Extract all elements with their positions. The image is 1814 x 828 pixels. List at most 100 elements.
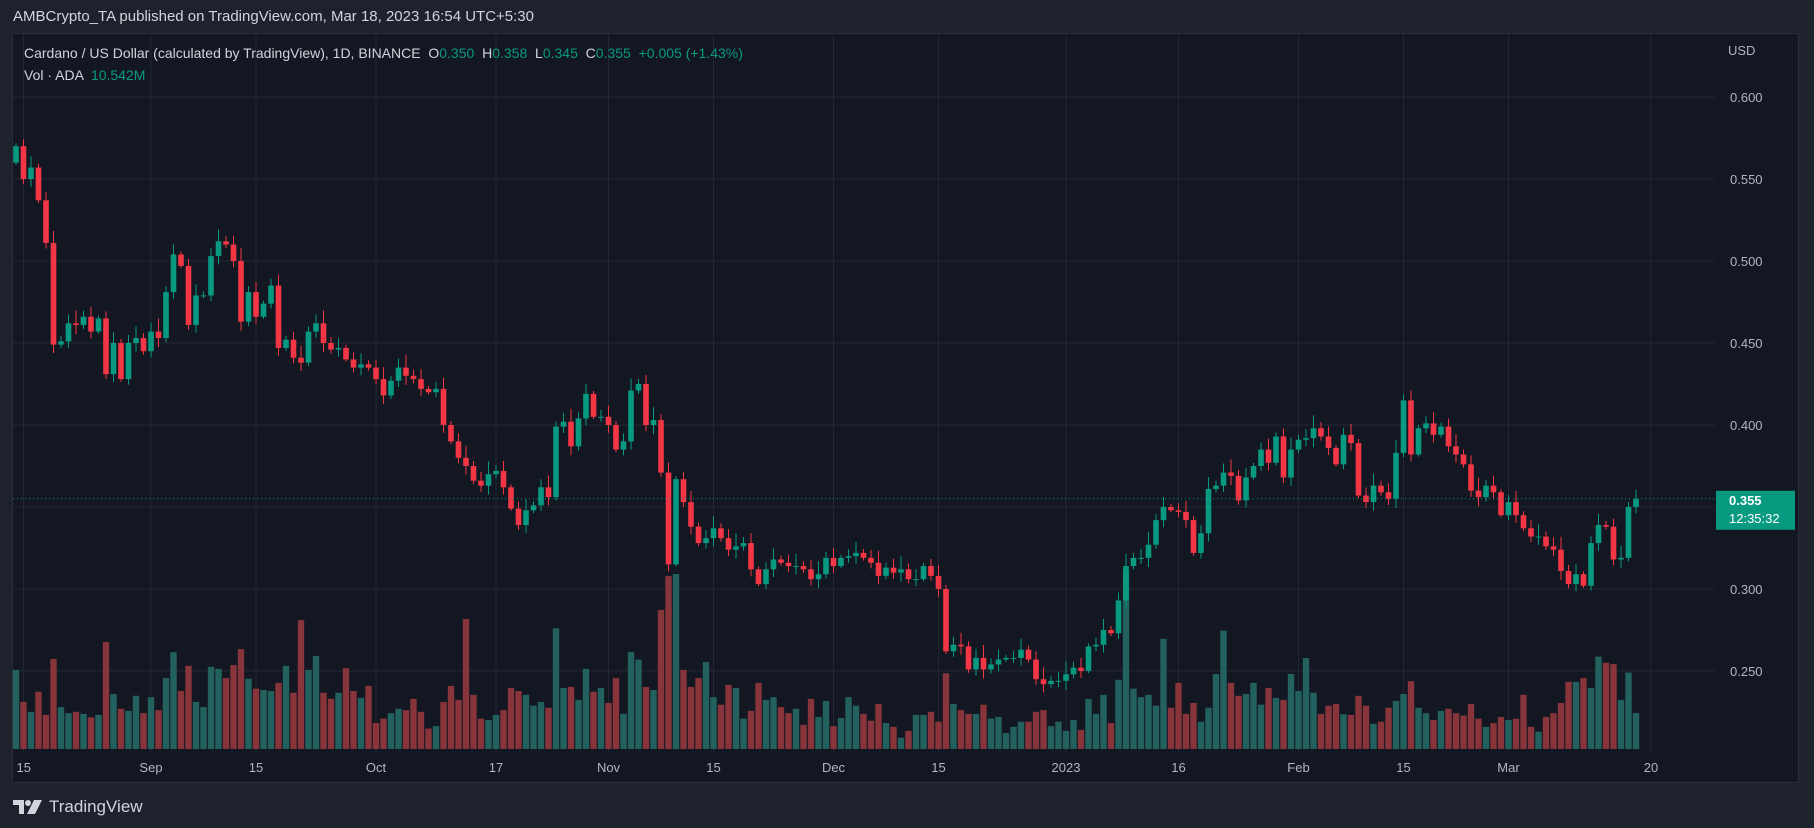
candle-body[interactable] — [43, 200, 49, 243]
candle-body[interactable] — [1498, 492, 1504, 516]
candle-body[interactable] — [1513, 502, 1519, 516]
candle-body[interactable] — [695, 526, 702, 544]
candle-body[interactable] — [1303, 438, 1309, 440]
candle-body[interactable] — [13, 146, 19, 163]
candle-body[interactable] — [605, 416, 612, 425]
candle-body[interactable] — [973, 657, 979, 670]
candle-body[interactable] — [35, 167, 42, 201]
candle-body[interactable] — [238, 261, 244, 322]
candle-body[interactable] — [50, 242, 57, 345]
candle-body[interactable] — [373, 367, 379, 380]
candle-body[interactable] — [1468, 464, 1474, 491]
candle-body[interactable] — [1175, 510, 1182, 512]
candle-body[interactable] — [560, 421, 567, 427]
candle-body[interactable] — [1633, 498, 1639, 507]
chart-panel[interactable] — [12, 33, 1799, 783]
candle-body[interactable] — [830, 557, 837, 567]
candle-body[interactable] — [1325, 436, 1332, 448]
candle-body[interactable] — [110, 343, 117, 375]
candle-body[interactable] — [163, 292, 169, 339]
candle-body[interactable] — [1273, 436, 1279, 463]
candle-body[interactable] — [1310, 428, 1317, 439]
candle-body[interactable] — [1040, 679, 1047, 685]
candle-body[interactable] — [1168, 507, 1174, 511]
candle-body[interactable] — [448, 425, 454, 442]
candle-body[interactable] — [1333, 447, 1339, 465]
candle-body[interactable] — [838, 557, 844, 567]
candle-body[interactable] — [433, 388, 439, 393]
candle-body[interactable] — [1093, 644, 1099, 647]
candle-body[interactable] — [725, 538, 732, 550]
candle-body[interactable] — [80, 316, 87, 325]
candle-body[interactable] — [703, 538, 709, 544]
candle-body[interactable] — [1445, 426, 1452, 447]
candle-body[interactable] — [1558, 549, 1564, 571]
candle-body[interactable] — [988, 664, 994, 670]
candle-body[interactable] — [1003, 657, 1009, 660]
candle-body[interactable] — [208, 256, 214, 296]
tradingview-logo[interactable]: TradingView — [13, 797, 143, 817]
candle-body[interactable] — [808, 569, 814, 580]
candle-body[interactable] — [680, 479, 687, 503]
candle-body[interactable] — [380, 379, 387, 396]
candle-body[interactable] — [1610, 526, 1617, 560]
candle-body[interactable] — [613, 425, 619, 450]
candle-body[interactable] — [823, 557, 829, 575]
candle-body[interactable] — [860, 552, 867, 558]
candle-body[interactable] — [1123, 566, 1129, 601]
candle-body[interactable] — [688, 502, 694, 527]
candle-body[interactable] — [298, 357, 304, 363]
candle-body[interactable] — [193, 295, 199, 325]
candle-body[interactable] — [1213, 485, 1219, 489]
candle-body[interactable] — [170, 254, 177, 293]
candle-body[interactable] — [1138, 557, 1144, 559]
candle-body[interactable] — [1190, 520, 1197, 553]
candle-body[interactable] — [275, 285, 282, 348]
candle-body[interactable] — [28, 167, 34, 179]
candle-body[interactable] — [103, 318, 109, 375]
candle-body[interactable] — [1595, 525, 1602, 544]
candle-body[interactable] — [658, 420, 664, 473]
candle-body[interactable] — [950, 644, 957, 652]
candle-body[interactable] — [628, 390, 634, 442]
candle-body[interactable] — [20, 146, 27, 179]
candle-body[interactable] — [943, 589, 949, 652]
candle-body[interactable] — [778, 559, 784, 563]
candle-body[interactable] — [1415, 428, 1422, 455]
candle-body[interactable] — [1535, 536, 1542, 538]
candle-body[interactable] — [755, 569, 762, 585]
candle-body[interactable] — [905, 569, 912, 580]
candle-body[interactable] — [965, 646, 972, 670]
candle-body[interactable] — [1618, 557, 1624, 560]
candle-body[interactable] — [1460, 454, 1467, 465]
candle-body[interactable] — [313, 323, 319, 332]
candle-body[interactable] — [1280, 436, 1287, 478]
candle-body[interactable] — [65, 323, 72, 342]
candle-body[interactable] — [958, 644, 964, 647]
candle-body[interactable] — [1423, 423, 1429, 429]
candle-body[interactable] — [1565, 570, 1572, 585]
candle-body[interactable] — [425, 388, 432, 393]
candle-body[interactable] — [545, 487, 552, 498]
candle-body[interactable] — [1528, 528, 1534, 537]
candle-body[interactable] — [553, 426, 559, 498]
candle-body[interactable] — [920, 566, 927, 580]
candle-body[interactable] — [478, 480, 484, 486]
candle-body[interactable] — [785, 562, 792, 567]
candle-body[interactable] — [1010, 657, 1017, 659]
candle-body[interactable] — [1228, 472, 1234, 476]
candle-body[interactable] — [1048, 680, 1054, 685]
candle-body[interactable] — [635, 384, 642, 391]
candle-body[interactable] — [1100, 630, 1107, 645]
candle-body[interactable] — [1355, 443, 1362, 496]
candle-body[interactable] — [178, 254, 184, 266]
candle-body[interactable] — [1183, 511, 1189, 521]
candle-body[interactable] — [1235, 475, 1242, 501]
candle-body[interactable] — [1340, 434, 1347, 465]
candle-body[interactable] — [58, 341, 64, 345]
candle-body[interactable] — [1580, 574, 1587, 586]
candle-body[interactable] — [883, 567, 889, 576]
candle-body[interactable] — [515, 508, 522, 526]
candle-body[interactable] — [1033, 659, 1039, 680]
candle-body[interactable] — [1520, 515, 1527, 529]
